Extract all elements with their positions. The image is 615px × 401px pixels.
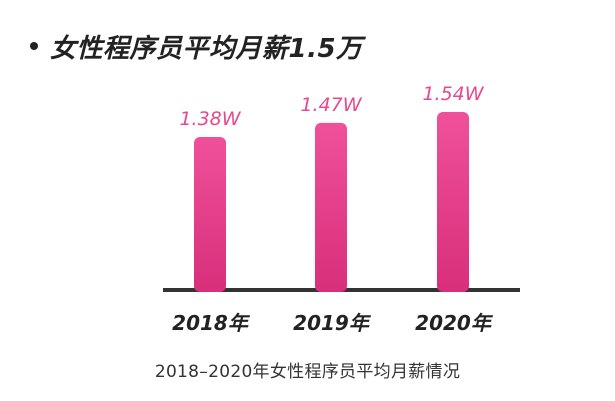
title-text: 女性程序员平均月薪1.5万 (50, 33, 363, 64)
bullet-icon (30, 42, 38, 50)
x-tick-label-2: 2020年 (415, 311, 494, 335)
x-tick-label-1: 2019年 (293, 311, 372, 335)
x-tick-label-0: 2018年 (172, 311, 251, 335)
data-label-0: 1.38W (179, 108, 241, 130)
bar-2 (437, 112, 469, 292)
data-label-1: 1.47W (300, 94, 362, 116)
bar-0 (194, 136, 226, 292)
data-label-2: 1.54W (422, 83, 484, 105)
chart-title: 女性程序员平均月薪1.5万 (30, 28, 363, 64)
chart-caption: 2018–2020年女性程序员平均月薪情况 (154, 362, 461, 382)
bar-1 (315, 122, 347, 292)
